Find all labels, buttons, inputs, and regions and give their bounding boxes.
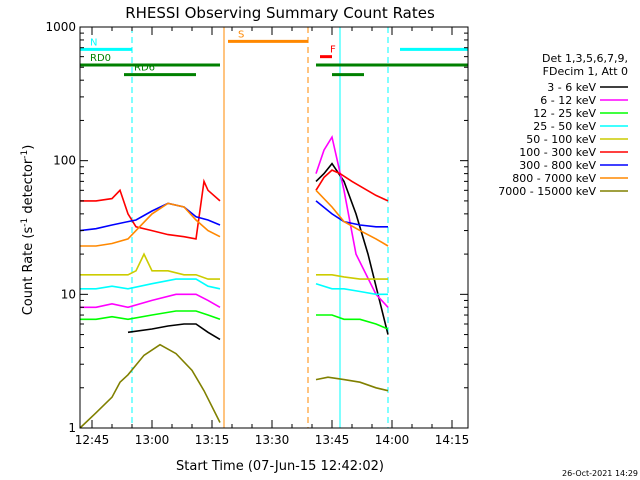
flag-label-f: F — [330, 45, 336, 56]
series-line-2-1 — [316, 314, 389, 330]
series-line-4-1 — [316, 273, 388, 280]
legend: Det 1,3,5,6,7,9,FDecim 1, Att 0 3 - 6 keV… — [498, 52, 628, 198]
legend-label-0: 3 - 6 keV — [547, 81, 596, 94]
x-tick-label-1: 13:00 — [135, 433, 170, 447]
series-line-3-1 — [315, 282, 388, 296]
x-tick-label-3: 13:30 — [255, 433, 290, 447]
x-axis-label: Start Time (07-Jun-15 12:42:02) — [176, 459, 384, 474]
y-axis-label-end: ) — [21, 145, 36, 150]
series-line-4-0 — [80, 252, 220, 280]
legend-label-5: 100 - 300 keV — [519, 146, 596, 159]
x-tick-label-2: 13:15 — [195, 433, 230, 447]
x-tick-label-6: 14:15 — [435, 433, 470, 447]
legend-header-1: FDecim 1, Att 0 — [543, 65, 628, 78]
series-line-0-0 — [127, 323, 221, 341]
legend-label-8: 7000 - 15000 keV — [498, 185, 596, 198]
series-line-3-0 — [80, 278, 221, 290]
series-line-7-0 — [80, 202, 221, 247]
y-axis-label: Count Rate (s-1 detector-1) — [20, 145, 36, 316]
series-line-5-1 — [315, 169, 389, 202]
y-tick-label-1: 10 — [61, 287, 76, 301]
y-tick-label-0: 1 — [68, 421, 76, 435]
y-tick-label-3: 1000 — [45, 20, 76, 34]
legend-header-0: Det 1,3,5,6,7,9, — [542, 52, 628, 65]
series-line-0-1 — [315, 162, 389, 335]
y-axis-label-main: Count Rate (s — [21, 227, 36, 316]
series-line-7-1 — [315, 189, 389, 247]
series-line-6-1 — [315, 200, 388, 228]
series-line-1-0 — [80, 293, 221, 309]
flag-label-n: N — [90, 37, 97, 48]
y-axis-label-mid: detector — [21, 158, 36, 218]
series-line-1-1 — [315, 135, 389, 308]
flag-label-rd0: RD0 — [90, 53, 111, 64]
series-line-5-0 — [80, 178, 221, 240]
flag-label-rd6: RD6 — [134, 63, 155, 74]
chart-title: RHESSI Observing Summary Count Rates — [125, 4, 435, 22]
x-tick-label-0: 12:45 — [75, 433, 110, 447]
legend-label-4: 50 - 100 keV — [526, 133, 596, 146]
plot-layer: N RD0 RD6 S F 1 10 100 1000 12:45 13:00 13:15 13:30 1… — [45, 20, 469, 447]
legend-label-2: 12 - 25 keV — [533, 107, 596, 120]
legend-label-6: 300 - 800 keV — [519, 159, 596, 172]
flag-label-s: S — [238, 29, 244, 40]
x-tick-label-4: 13:45 — [315, 433, 350, 447]
legend-label-1: 6 - 12 keV — [540, 94, 596, 107]
series-line-8-1 — [315, 376, 389, 392]
y-tick-label-2: 100 — [53, 154, 76, 168]
y-axis-label-exp2: -1 — [20, 150, 30, 159]
y-axis-label-exp1: -1 — [20, 218, 30, 227]
x-tick-label-5: 14:00 — [375, 433, 410, 447]
footer-date: 26-Oct-2021 14:29 — [562, 469, 638, 478]
plot-frame — [79, 26, 469, 429]
series-line-2-0 — [80, 310, 221, 321]
legend-label-3: 25 - 50 keV — [533, 120, 596, 133]
series-line-8-0 — [79, 343, 221, 429]
series-line-6-0 — [79, 202, 221, 232]
legend-label-7: 800 - 7000 keV — [512, 172, 596, 185]
